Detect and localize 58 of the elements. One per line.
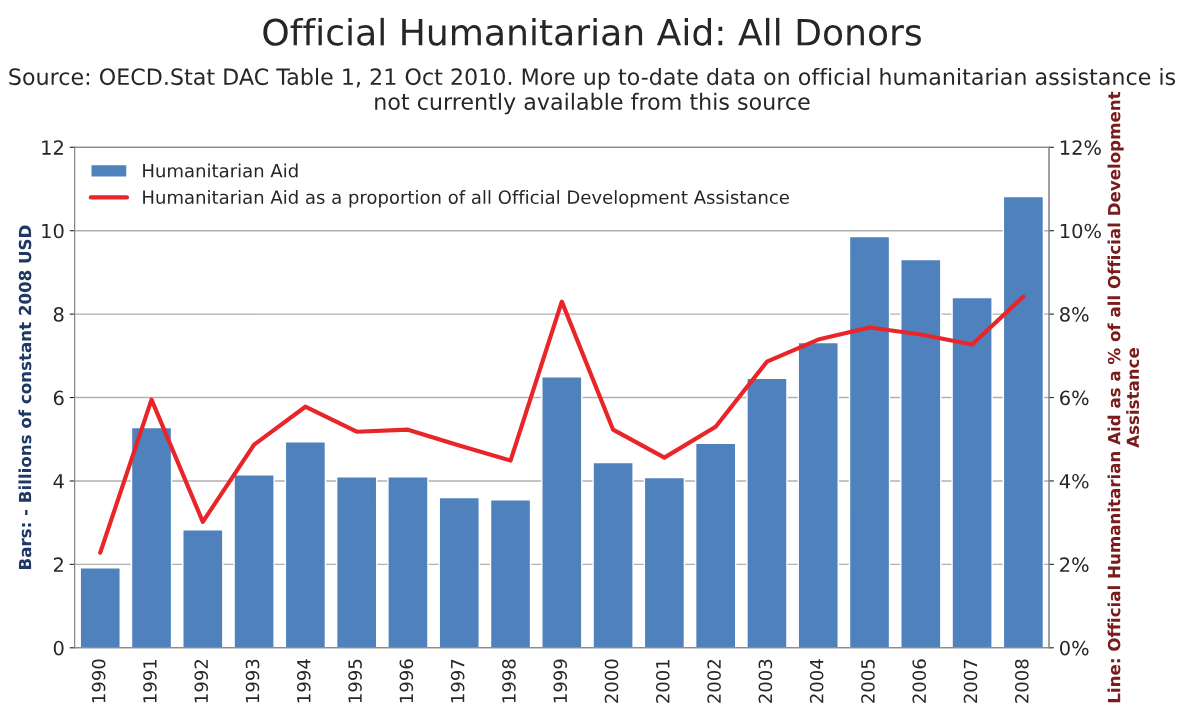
bar xyxy=(182,529,224,648)
x-tick-label: 1993 xyxy=(245,659,260,703)
y2-tick-label: 12% xyxy=(1060,140,1101,155)
bar xyxy=(130,426,173,648)
y-axis-title: Bars: - Billions of constant 2008 USD xyxy=(18,225,32,569)
bar xyxy=(643,476,686,648)
bar xyxy=(951,296,993,648)
bar xyxy=(848,235,891,648)
y-tick-label: 4 xyxy=(53,474,64,489)
bar xyxy=(694,442,737,648)
bar xyxy=(387,476,429,648)
x-tick-label: 2007 xyxy=(963,659,978,703)
x-tick-label: 2001 xyxy=(655,659,670,703)
x-tick-label: 1990 xyxy=(91,659,106,703)
bar xyxy=(489,499,532,648)
x-tick-label: 2008 xyxy=(1014,659,1029,703)
x-tick-label: 1996 xyxy=(399,659,414,703)
x-tick-label: 2000 xyxy=(604,659,619,703)
bar xyxy=(746,377,788,648)
bar xyxy=(541,375,583,648)
bar xyxy=(79,567,121,648)
bar xyxy=(797,341,839,648)
y-tick-label: 10 xyxy=(42,223,64,239)
y-tick-label: 6 xyxy=(53,390,64,406)
x-tick-label: 2003 xyxy=(758,659,773,703)
y-tick-label: 8 xyxy=(53,307,64,322)
y2-tick-label: 0% xyxy=(1060,640,1089,656)
x-tick-label: 2004 xyxy=(809,659,824,703)
legend-label: Humanitarian Aid as a proportion of all Official Development Assistance xyxy=(143,190,789,208)
x-tick-label: 1998 xyxy=(502,659,516,703)
y-tick-label: 2 xyxy=(53,557,63,572)
x-tick-label: 1999 xyxy=(553,659,568,703)
y2-axis-title: Line: Official Humanitarian Aid as a % of all Official Development Assistance xyxy=(1107,91,1140,703)
bar xyxy=(1002,195,1045,648)
bar xyxy=(233,474,275,648)
bar xyxy=(284,441,327,648)
bar xyxy=(900,258,942,648)
y-tick-label: 12 xyxy=(42,140,63,155)
chart-title: Official Humanitarian Aid: All Donors xyxy=(263,17,921,46)
bar xyxy=(335,476,378,648)
x-tick-label: 1992 xyxy=(194,660,209,703)
y2-tick-label: 6% xyxy=(1060,390,1089,406)
legend-label: Humanitarian Aid xyxy=(143,163,298,178)
y2-tick-label: 4% xyxy=(1059,473,1089,489)
bar xyxy=(592,461,634,648)
x-tick-label: 2006 xyxy=(912,659,927,703)
y2-tick-label: 10% xyxy=(1060,223,1101,239)
x-tick-label: 2005 xyxy=(861,659,875,703)
y2-tick-label: 8% xyxy=(1060,307,1089,322)
x-tick-label: 1995 xyxy=(348,659,362,703)
bar xyxy=(438,496,480,648)
x-tick-label: 1997 xyxy=(450,659,465,703)
x-tick-label: 2002 xyxy=(707,660,721,703)
line-series xyxy=(98,294,1026,555)
y2-tick-label: 2% xyxy=(1060,557,1089,573)
x-tick-label: 1991 xyxy=(143,659,157,703)
x-tick-label: 1994 xyxy=(296,659,311,703)
y-tick-label: 0 xyxy=(53,640,64,656)
